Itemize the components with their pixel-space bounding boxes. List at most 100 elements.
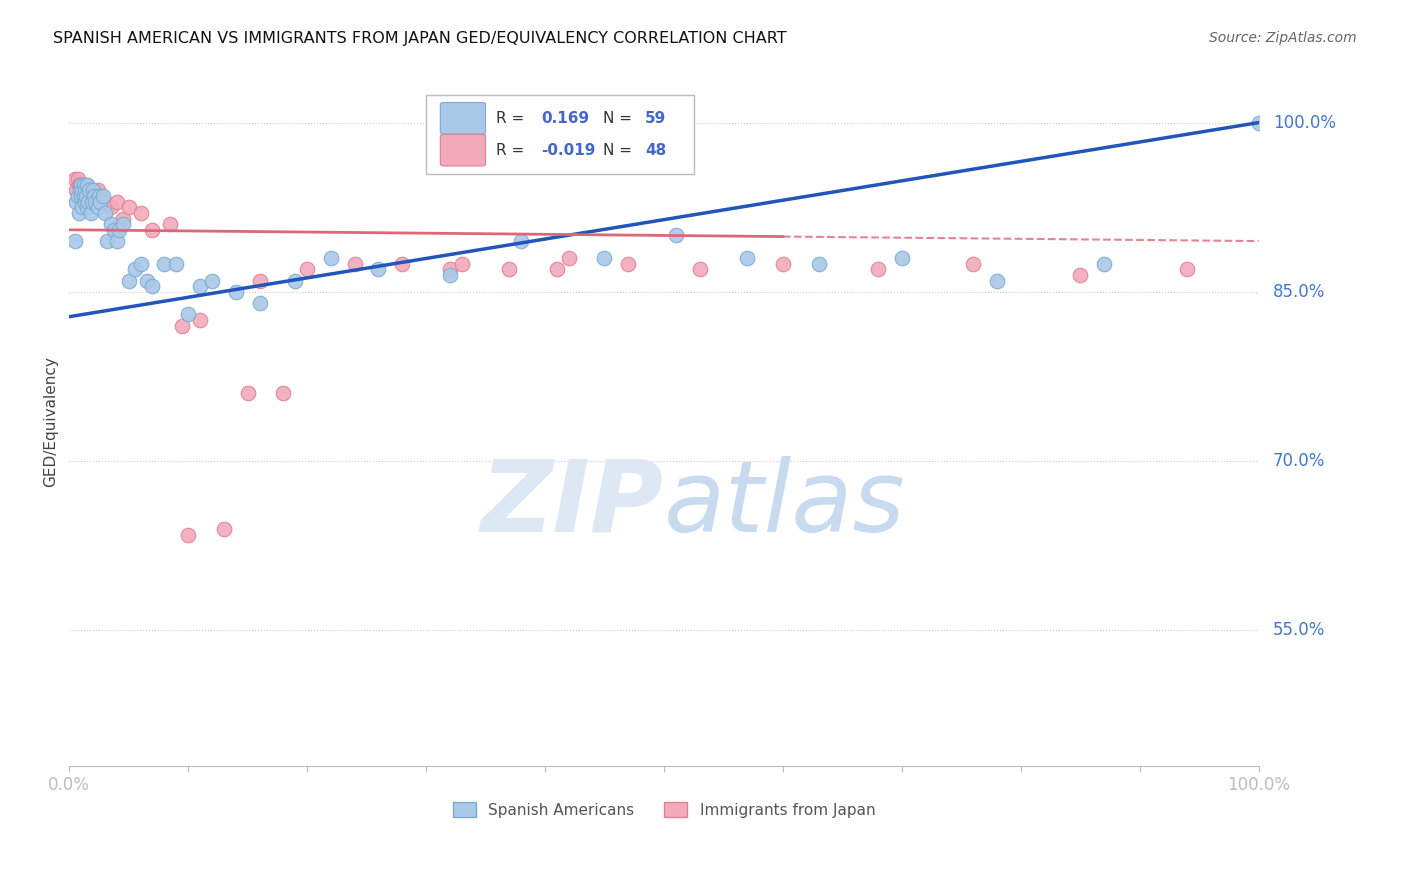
Point bbox=[73, 194, 96, 209]
Point bbox=[89, 189, 111, 203]
Point bbox=[159, 217, 181, 231]
Text: 48: 48 bbox=[645, 143, 666, 158]
Point bbox=[558, 251, 581, 265]
Point bbox=[1069, 268, 1091, 282]
Point bbox=[89, 194, 111, 209]
Text: N =: N = bbox=[603, 143, 637, 158]
Point bbox=[284, 274, 307, 288]
Point bbox=[69, 178, 91, 192]
Point bbox=[69, 183, 91, 197]
Point bbox=[84, 194, 107, 209]
Point bbox=[79, 183, 101, 197]
Point bbox=[72, 189, 94, 203]
Text: atlas: atlas bbox=[664, 456, 905, 553]
Point bbox=[79, 206, 101, 220]
Point bbox=[79, 183, 101, 197]
Point bbox=[94, 194, 117, 209]
Point bbox=[66, 189, 89, 203]
Point bbox=[105, 234, 128, 248]
Point bbox=[100, 200, 122, 214]
Point bbox=[962, 257, 984, 271]
Point bbox=[96, 234, 118, 248]
Point bbox=[87, 189, 110, 203]
Point bbox=[80, 194, 103, 209]
Text: Source: ZipAtlas.com: Source: ZipAtlas.com bbox=[1209, 31, 1357, 45]
Text: 70.0%: 70.0% bbox=[1272, 452, 1326, 470]
Text: SPANISH AMERICAN VS IMMIGRANTS FROM JAPAN GED/EQUIVALENCY CORRELATION CHART: SPANISH AMERICAN VS IMMIGRANTS FROM JAPA… bbox=[53, 31, 787, 46]
Text: N =: N = bbox=[603, 111, 637, 126]
Point bbox=[665, 228, 688, 243]
Point bbox=[617, 257, 640, 271]
Point bbox=[135, 274, 157, 288]
Point bbox=[129, 206, 152, 220]
Point bbox=[111, 211, 134, 226]
Point bbox=[188, 313, 211, 327]
Point bbox=[868, 262, 890, 277]
Text: 100.0%: 100.0% bbox=[1272, 113, 1336, 132]
Point bbox=[70, 183, 93, 197]
Point bbox=[807, 257, 830, 271]
Point bbox=[72, 183, 94, 197]
Point bbox=[986, 274, 1008, 288]
Point bbox=[73, 183, 96, 197]
Point bbox=[165, 257, 187, 271]
Point bbox=[70, 189, 93, 203]
Point bbox=[63, 234, 86, 248]
Point bbox=[75, 183, 97, 197]
Point bbox=[772, 257, 794, 271]
Point bbox=[153, 257, 176, 271]
Point bbox=[343, 257, 366, 271]
Point bbox=[77, 194, 100, 209]
Point bbox=[91, 189, 114, 203]
Point bbox=[63, 172, 86, 186]
Point bbox=[94, 206, 117, 220]
Point bbox=[118, 200, 141, 214]
Point bbox=[87, 200, 110, 214]
Point bbox=[177, 308, 200, 322]
Point bbox=[236, 386, 259, 401]
Text: R =: R = bbox=[496, 111, 530, 126]
Point bbox=[77, 183, 100, 197]
Point bbox=[295, 262, 318, 277]
Point bbox=[103, 223, 125, 237]
Point bbox=[249, 274, 271, 288]
Point bbox=[439, 268, 461, 282]
Point bbox=[67, 206, 90, 220]
Point bbox=[141, 279, 163, 293]
Point bbox=[70, 178, 93, 192]
Point bbox=[593, 251, 616, 265]
Point bbox=[391, 257, 413, 271]
Point bbox=[172, 318, 194, 333]
Point bbox=[273, 386, 295, 401]
Text: 85.0%: 85.0% bbox=[1272, 283, 1326, 301]
Y-axis label: GED/Equivalency: GED/Equivalency bbox=[44, 356, 58, 487]
Point bbox=[65, 194, 87, 209]
Point bbox=[72, 178, 94, 192]
Point bbox=[735, 251, 758, 265]
Point bbox=[367, 262, 389, 277]
Point bbox=[66, 172, 89, 186]
Point bbox=[72, 200, 94, 214]
Point bbox=[111, 217, 134, 231]
FancyBboxPatch shape bbox=[440, 103, 485, 134]
FancyBboxPatch shape bbox=[440, 135, 485, 166]
Point bbox=[79, 189, 101, 203]
Point bbox=[689, 262, 711, 277]
FancyBboxPatch shape bbox=[426, 95, 693, 174]
Point bbox=[82, 194, 104, 209]
Point bbox=[65, 183, 87, 197]
Text: -0.019: -0.019 bbox=[541, 143, 596, 158]
Point bbox=[1092, 257, 1115, 271]
Point bbox=[82, 183, 104, 197]
Point bbox=[76, 178, 98, 192]
Point bbox=[498, 262, 520, 277]
Point bbox=[177, 527, 200, 541]
Point bbox=[118, 274, 141, 288]
Point bbox=[188, 279, 211, 293]
Point bbox=[67, 178, 90, 192]
Point bbox=[249, 296, 271, 310]
Point bbox=[108, 223, 131, 237]
Point bbox=[890, 251, 912, 265]
Text: 59: 59 bbox=[645, 111, 666, 126]
Point bbox=[439, 262, 461, 277]
